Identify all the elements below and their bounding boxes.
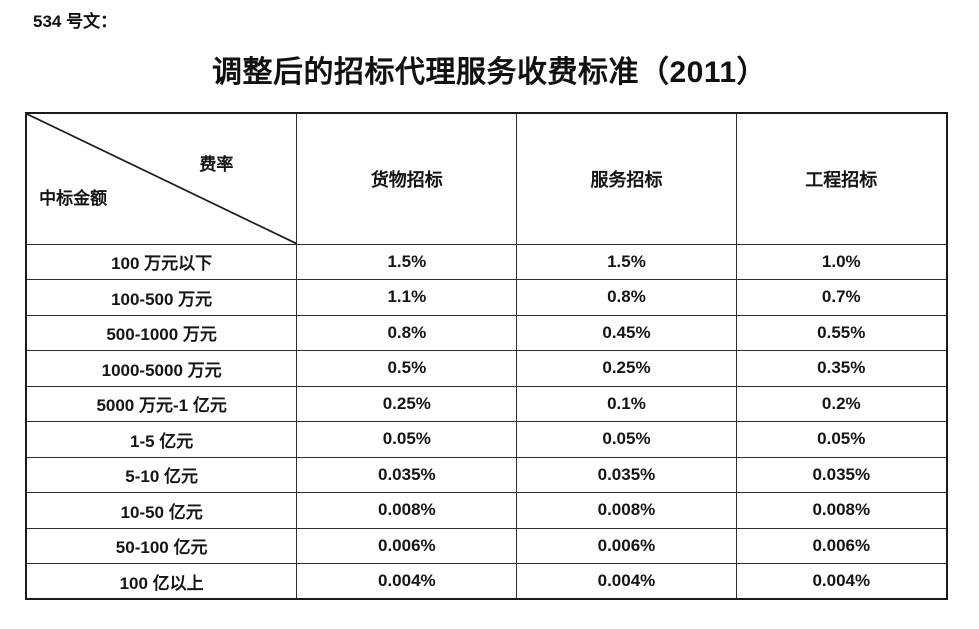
fee-cell: 0.25% — [296, 385, 518, 422]
fee-cell: 0.5% — [296, 350, 518, 387]
row-label: 5-10 亿元 — [25, 456, 298, 493]
table-row: 5000 万元-1 亿元 0.25% 0.1% 0.2% — [25, 385, 948, 422]
doc-number: 534 号文： — [33, 12, 118, 31]
row-label: 1000-5000 万元 — [25, 350, 298, 387]
fee-cell: 0.45% — [516, 314, 737, 351]
fee-cell: 0.35% — [735, 350, 948, 387]
fee-cell: 1.0% — [735, 243, 948, 280]
page-title: 调整后的招标代理服务收费标准（2011） — [211, 56, 768, 89]
row-label: 10-50 亿元 — [25, 492, 298, 529]
fee-cell: 0.008% — [296, 492, 518, 529]
table-row: 5-10 亿元 0.035% 0.035% 0.035% — [25, 456, 948, 493]
corner-label-rate: 费率 — [199, 155, 234, 175]
fee-cell: 0.05% — [516, 421, 737, 458]
fee-cell: 0.006% — [296, 527, 518, 564]
fee-cell: 0.8% — [296, 314, 518, 351]
fee-cell: 0.035% — [516, 456, 737, 493]
table-header-row: 费率 中标金额 货物招标 服务招标 工程招标 — [25, 112, 948, 245]
fee-cell: 0.004% — [735, 563, 948, 600]
fee-cell: 0.006% — [516, 527, 737, 564]
fee-cell: 0.25% — [516, 350, 737, 387]
table-row: 1-5 亿元 0.05% 0.05% 0.05% — [25, 421, 948, 458]
column-header-goods: 货物招标 — [296, 112, 518, 245]
row-label: 100-500 万元 — [25, 279, 298, 316]
fee-cell: 0.035% — [735, 456, 948, 493]
column-header-engineering: 工程招标 — [735, 112, 948, 245]
fee-cell: 0.8% — [516, 279, 737, 316]
fee-rate-table: 费率 中标金额 货物招标 服务招标 工程招标 100 万元以下 1.5% 1.5… — [25, 112, 948, 600]
fee-cell: 1.5% — [516, 243, 737, 280]
fee-cell: 0.7% — [735, 279, 948, 316]
row-label: 100 万元以下 — [25, 243, 298, 280]
column-header-service: 服务招标 — [516, 112, 737, 245]
corner-label-bid-amount: 中标金额 — [39, 188, 108, 208]
fee-cell: 1.5% — [296, 243, 518, 280]
row-label: 500-1000 万元 — [25, 314, 298, 351]
table-row: 100 万元以下 1.5% 1.5% 1.0% — [25, 243, 948, 280]
row-label: 100 亿以上 — [25, 563, 298, 600]
fee-cell: 0.1% — [516, 385, 737, 422]
table-row: 10-50 亿元 0.008% 0.008% 0.008% — [25, 492, 948, 529]
row-label: 1-5 亿元 — [25, 421, 298, 458]
row-label: 5000 万元-1 亿元 — [25, 385, 298, 422]
row-label: 50-100 亿元 — [25, 527, 298, 564]
fee-cell: 0.05% — [735, 421, 948, 458]
fee-cell: 0.004% — [296, 563, 518, 600]
fee-cell: 0.05% — [296, 421, 518, 458]
fee-cell: 1.1% — [296, 279, 518, 316]
fee-cell: 0.035% — [296, 456, 518, 493]
fee-cell: 0.55% — [735, 314, 948, 351]
fee-cell: 0.008% — [516, 492, 737, 529]
fee-cell: 0.2% — [735, 385, 948, 422]
fee-cell: 0.008% — [735, 492, 948, 529]
table-row: 100-500 万元 1.1% 0.8% 0.7% — [25, 279, 948, 316]
table-row: 1000-5000 万元 0.5% 0.25% 0.35% — [25, 350, 948, 387]
table-row: 50-100 亿元 0.006% 0.006% 0.006% — [25, 527, 948, 564]
table-row: 500-1000 万元 0.8% 0.45% 0.55% — [25, 314, 948, 351]
diagonal-header-cell: 费率 中标金额 — [25, 112, 298, 245]
diagonal-divider-line — [27, 114, 296, 244]
fee-cell: 0.004% — [516, 563, 737, 600]
fee-cell: 0.006% — [735, 527, 948, 564]
table-row: 100 亿以上 0.004% 0.004% 0.004% — [25, 563, 948, 600]
